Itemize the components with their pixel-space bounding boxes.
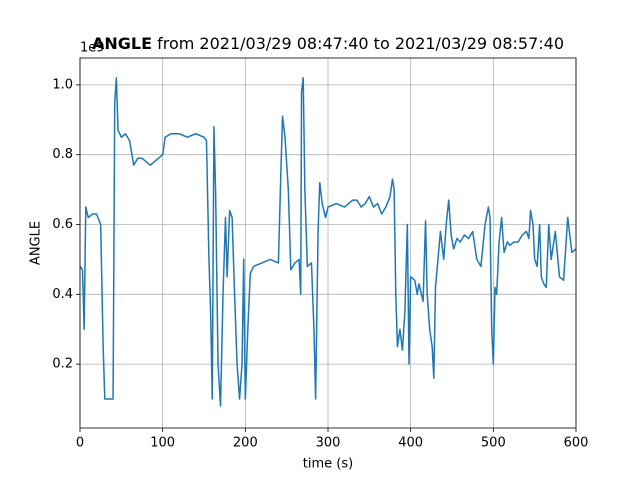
y-tick-label: 0.6 [52,217,73,232]
y-tick-label: 0.4 [52,287,73,302]
x-tick-label: 500 [481,436,506,451]
y-offset-label: 1e9 [80,41,105,56]
x-axis-label: time (s) [303,457,353,472]
data-line [79,77,577,407]
x-tick-label: 100 [150,436,175,451]
x-tick-label: 600 [564,436,589,451]
y-tick-label: 0.8 [52,147,73,162]
chart-title: ANGLE from 2021/03/29 08:47:40 to 2021/0… [92,34,564,53]
y-axis-label: ANGLE [29,221,44,265]
title-range: from 2021/03/29 08:47:40 to 2021/03/29 0… [157,34,564,53]
x-tick-label: 400 [398,436,423,451]
plot-frame [79,57,577,429]
x-tick-label: 200 [233,436,258,451]
y-tick-label: 1.0 [52,77,73,92]
x-tick-label: 300 [316,436,341,451]
title-variable: ANGLE [92,34,152,53]
x-tick-label: 0 [76,436,84,451]
y-tick-label: 0.2 [52,357,73,372]
